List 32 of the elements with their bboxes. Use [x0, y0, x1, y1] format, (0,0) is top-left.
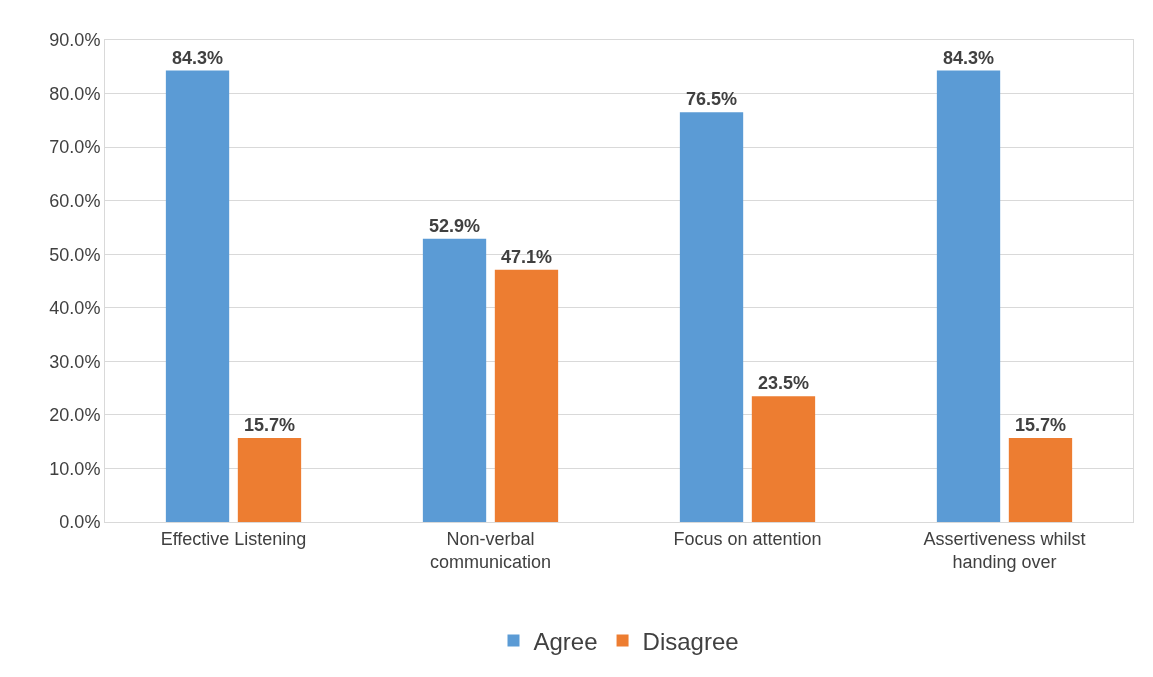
bar	[422, 238, 487, 522]
y-tick-label: 50.0%	[49, 244, 101, 265]
data-label: 23.5%	[757, 373, 809, 394]
y-tick-label: 40.0%	[49, 298, 101, 319]
data-label: 84.3%	[172, 47, 224, 68]
legend-label: Disagree	[642, 627, 739, 655]
bar	[751, 396, 816, 522]
x-tick-label: Assertiveness whilst handing over	[923, 528, 1086, 572]
data-label: 84.3%	[943, 47, 995, 68]
y-tick-label: 90.0%	[49, 30, 101, 51]
data-label: 15.7%	[1014, 414, 1066, 435]
x-tick-label: Effective Listening	[160, 528, 307, 549]
data-label: 15.7%	[243, 414, 295, 435]
bar	[679, 112, 744, 522]
y-tick-label: 60.0%	[49, 190, 101, 211]
x-tick-label: Non-verbal communication	[429, 528, 552, 572]
data-label: 47.1%	[500, 246, 552, 267]
bar	[165, 70, 230, 522]
legend-label: Agree	[533, 627, 598, 655]
bar	[237, 437, 302, 522]
data-label: 52.9%	[429, 215, 481, 236]
y-tick-label: 0.0%	[59, 512, 101, 533]
y-tick-label: 30.0%	[49, 351, 101, 372]
data-label: 76.5%	[686, 89, 738, 110]
bar	[494, 269, 559, 522]
y-tick-label: 20.0%	[49, 405, 101, 426]
bar	[1008, 437, 1073, 522]
y-tick-label: 10.0%	[49, 458, 101, 479]
x-tick-label: Focus on attention	[673, 528, 822, 549]
y-tick-label: 80.0%	[49, 83, 101, 104]
bar	[936, 70, 1001, 522]
y-tick-label: 70.0%	[49, 137, 101, 158]
